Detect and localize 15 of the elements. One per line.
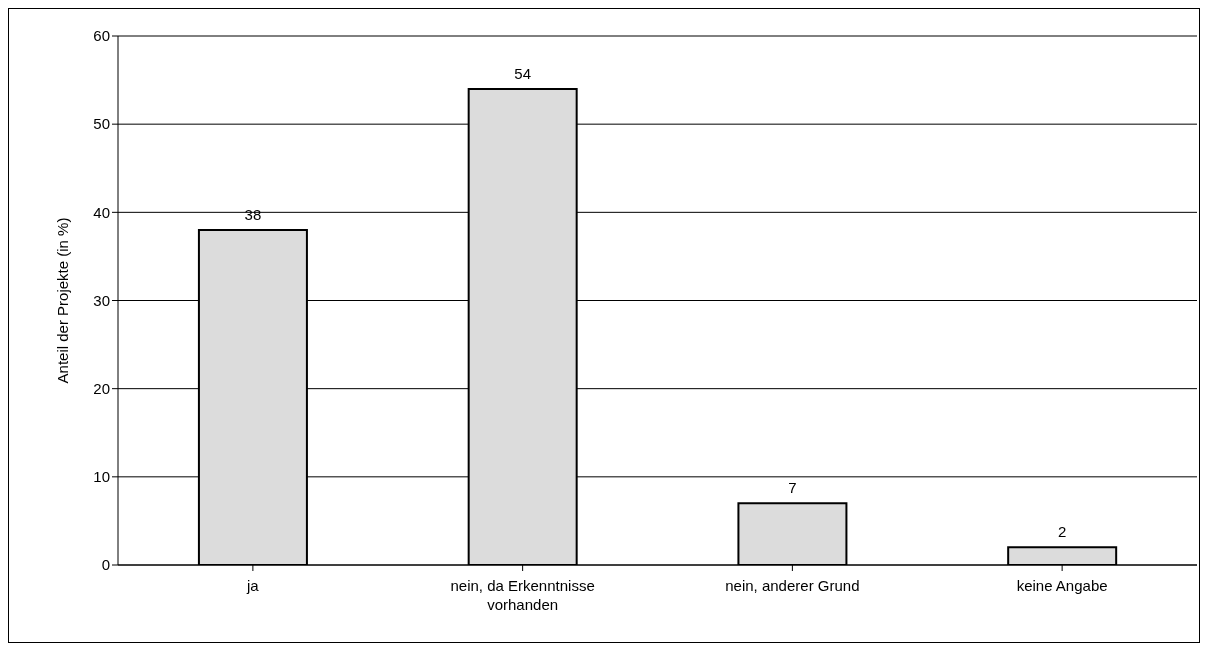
x-tick-label: nein, anderer Grund	[725, 577, 860, 594]
data-label: 2	[1058, 523, 1067, 541]
x-tick-label: keine Angabe	[1016, 577, 1108, 594]
y-tick-label: 60	[93, 27, 110, 45]
x-tick-label: nein, da Erkenntnisse vorhanden	[450, 577, 595, 613]
y-tick-label: 0	[101, 556, 110, 574]
data-label: 7	[788, 479, 797, 497]
y-tick-label: 50	[93, 115, 110, 133]
y-tick-label: 30	[93, 291, 110, 309]
y-tick-label: 40	[93, 203, 110, 221]
y-tick-label: 10	[93, 468, 110, 486]
y-axis-title: Anteil der Projekte (in %)	[54, 217, 72, 384]
x-tick-label: ja	[246, 577, 260, 594]
data-label: 54	[514, 64, 532, 82]
y-tick-label: 20	[93, 379, 110, 397]
